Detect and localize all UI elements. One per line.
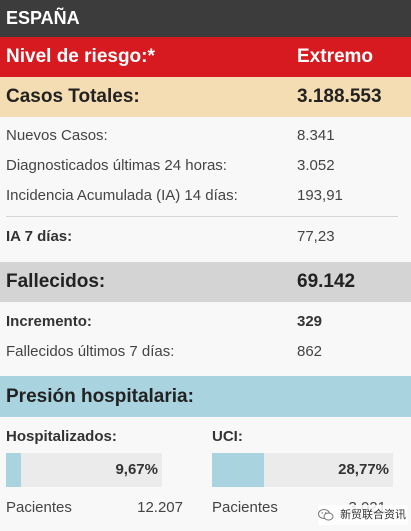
icu-progress-bar: 28,77% xyxy=(212,453,393,487)
total-cases-value: 3.188.553 xyxy=(297,86,382,107)
diagnosed-24h-value: 3.052 xyxy=(297,157,335,174)
icu-bar-fill xyxy=(212,453,265,487)
watermark-text: 新贸联合资讯 xyxy=(340,509,407,522)
icu-label: UCI: xyxy=(212,428,243,445)
page-title: ESPAÑA xyxy=(0,0,411,37)
hospitalized-patients-value: 12.207 xyxy=(137,499,183,516)
wechat-icon xyxy=(318,508,334,522)
new-cases-value: 8.341 xyxy=(297,127,335,144)
divider xyxy=(6,216,398,217)
watermark: 新贸联合资讯 xyxy=(318,505,408,525)
increment-label: Incremento: xyxy=(6,313,92,330)
hospitalized-percent: 9,67% xyxy=(115,461,158,478)
ia14-value: 193,91 xyxy=(297,187,343,204)
hospital-pressure-row: Presión hospitalaria: xyxy=(0,376,411,417)
total-cases-label: Casos Totales: xyxy=(6,86,140,107)
deaths-value: 69.142 xyxy=(297,271,356,292)
risk-level-label: Nivel de riesgo:* xyxy=(6,46,155,67)
hospitalized-label: Hospitalizados: xyxy=(6,428,117,445)
deaths-7d-value: 862 xyxy=(297,343,323,360)
hospital-pressure-label: Presión hospitalaria: xyxy=(6,386,194,407)
total-cases-row: Casos Totales: 3.188.553 xyxy=(0,77,411,117)
cases-details: Nuevos Casos: 8.341 Diagnosticados últim… xyxy=(0,117,411,262)
hospitalized-bar-fill xyxy=(6,453,22,487)
deaths-7d-label: Fallecidos últimos 7 días: xyxy=(6,343,175,360)
deaths-label: Fallecidos: xyxy=(6,271,106,292)
deaths-row: Fallecidos: 69.142 xyxy=(0,262,411,302)
diagnosed-24h-label: Diagnosticados últimas 24 horas: xyxy=(6,157,227,174)
hospitalized-patients-label: Pacientes xyxy=(6,499,72,516)
ia14-label: Incidencia Acumulada (IA) 14 días: xyxy=(6,187,238,204)
hospitalized-progress-bar: 9,67% xyxy=(6,453,162,487)
risk-level-value: Extremo xyxy=(297,46,374,67)
icu-percent: 28,77% xyxy=(338,461,389,478)
icu-patients-label: Pacientes xyxy=(212,499,278,516)
increment-value: 329 xyxy=(297,313,323,330)
deaths-details: Incremento: 329 Fallecidos últimos 7 día… xyxy=(0,302,411,376)
hospital-details: Hospitalizados: UCI: 9,67% 28,77% Pacien… xyxy=(0,417,411,531)
ia7-value: 77,23 xyxy=(297,228,335,245)
risk-level-row: Nivel de riesgo:* Extremo xyxy=(0,37,411,77)
new-cases-label: Nuevos Casos: xyxy=(6,127,108,144)
ia7-label: IA 7 días: xyxy=(6,228,73,245)
